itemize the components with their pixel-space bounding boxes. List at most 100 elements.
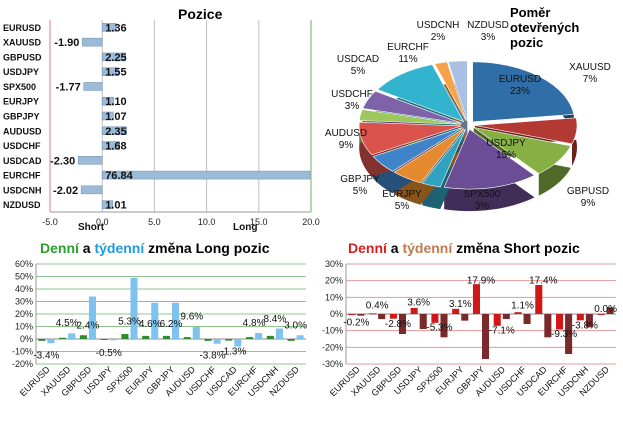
pie-slice xyxy=(434,61,467,122)
bar-weekly xyxy=(357,314,365,316)
bar xyxy=(101,170,311,180)
data-label: 4.6% xyxy=(139,319,162,330)
pie-slice xyxy=(377,64,465,123)
bar-daily xyxy=(556,314,564,330)
bar xyxy=(101,126,127,136)
bar-daily xyxy=(597,314,605,315)
bar-daily xyxy=(225,339,233,341)
data-label: -7.1% xyxy=(489,326,515,337)
x-tick-label: 0.0 xyxy=(96,217,109,227)
data-label: 4.5% xyxy=(56,318,79,329)
data-label: 0.4% xyxy=(366,301,389,312)
pie-category-label: SPX500 xyxy=(464,189,501,200)
pozice-chart: -5.0 0.0 5.0 10.0 15.0 20.0 EURUSD 1.36 XAUUSD -1… xyxy=(3,20,320,233)
pie-category-label: AUDUSD xyxy=(325,128,367,139)
category-label: EURUSD xyxy=(3,23,42,33)
category-label: SPX500 xyxy=(3,82,36,92)
bar-daily xyxy=(452,308,460,314)
pie-chart-panel: EURUSD 23% XAUUSD 7% GBPUSD 9% USDJPY 15% SPX500… xyxy=(320,0,623,232)
short-title-weekly: týdenní xyxy=(402,240,453,256)
bar-weekly xyxy=(213,339,221,344)
bar-weekly xyxy=(544,314,552,338)
data-label: 6.2% xyxy=(160,319,183,330)
bar-weekly xyxy=(88,296,96,339)
y-tick-label: 30% xyxy=(325,259,343,269)
long-change-chart: -20%-10%0%10%20%30%40%50%60%EURUSDXAUUSD… xyxy=(12,259,307,399)
long-side-label: Long xyxy=(233,222,257,232)
data-label: 9.6% xyxy=(180,312,203,323)
pie-category-label: USDCHF xyxy=(331,89,373,100)
bar-weekly xyxy=(398,314,406,334)
pie-title-line-3: pozic xyxy=(510,35,544,50)
pie-category-label: USDJPY xyxy=(486,138,526,149)
pie-category-label: GBPJPY xyxy=(340,174,380,185)
short-change-panel: Denní a týdenní změna Short pozic -30% -2… xyxy=(312,236,623,417)
bar xyxy=(77,156,103,165)
bar xyxy=(101,52,126,62)
pie-percent-label: 3% xyxy=(481,32,496,43)
long-title-weekly: týdenní xyxy=(94,240,145,256)
data-label: 3.6% xyxy=(407,297,430,308)
bar-daily xyxy=(472,284,480,314)
pie-percent-label: 2% xyxy=(431,32,446,43)
y-tick-label: -20% xyxy=(322,342,343,352)
pie-slice xyxy=(447,60,468,121)
data-label: -1.3% xyxy=(220,347,246,358)
short-change-title: Denní a týdenní změna Short pozic xyxy=(348,240,580,256)
bar-daily xyxy=(38,339,46,341)
short-side-label: Short xyxy=(78,222,105,232)
bar-daily xyxy=(121,334,129,339)
pie-slice-side xyxy=(394,128,465,205)
bar xyxy=(101,111,114,121)
bar-weekly xyxy=(109,339,117,341)
bar-daily xyxy=(266,335,274,339)
bar-daily xyxy=(100,339,108,340)
bar xyxy=(101,67,119,76)
pie-category-label: EURCHF xyxy=(387,42,429,53)
category-label: USDJPY xyxy=(3,67,39,77)
bar-daily xyxy=(246,337,254,339)
bar-daily xyxy=(204,339,212,341)
pie-category-label: USDCNH xyxy=(417,20,460,31)
bar-daily xyxy=(142,335,150,339)
pie-slice-side xyxy=(444,129,535,212)
bar-daily xyxy=(514,312,522,314)
data-label: 1.55 xyxy=(105,67,126,79)
y-tick-label: 20% xyxy=(325,276,343,286)
pie-title-line-1: Poměr xyxy=(510,5,551,20)
bar xyxy=(101,141,120,150)
pie-category-label: GBPUSD xyxy=(567,186,609,197)
bar xyxy=(82,37,103,47)
pie-category-label: USDCAD xyxy=(337,54,379,65)
pie-category-label: NZDUSD xyxy=(467,20,509,31)
data-label: -3.8% xyxy=(572,321,598,332)
pie-slice xyxy=(472,61,575,123)
category-label: EURCHF xyxy=(3,171,41,181)
pozice-chart-panel: Pozice -5.0 0.0 5.0 10.0 15.0 20.0 EURUSD 1.36 X… xyxy=(0,0,320,233)
bar-daily xyxy=(535,285,543,314)
long-change-title: Denní a týdenní změna Long pozic xyxy=(40,240,269,256)
data-label: -2.02 xyxy=(53,185,78,197)
bar-weekly xyxy=(151,302,159,339)
bar-weekly xyxy=(461,314,469,321)
y-tick-label: 40% xyxy=(15,284,33,294)
data-label: -2.8% xyxy=(385,319,411,330)
pie-percent-label: 3% xyxy=(475,201,490,212)
bar-daily xyxy=(576,314,584,321)
data-label: 1.10 xyxy=(105,96,126,108)
data-label: 5.3% xyxy=(118,317,141,328)
y-tick-label: -10% xyxy=(322,326,343,336)
bar-weekly xyxy=(68,333,76,339)
bar-daily xyxy=(287,339,295,341)
pie-slice xyxy=(393,128,465,184)
pie-slice xyxy=(421,128,466,188)
category-label: USDCAD xyxy=(3,156,42,166)
data-label: -3.8% xyxy=(199,350,225,361)
bar-daily xyxy=(493,314,501,326)
pie-slice xyxy=(474,117,578,145)
pie-category-label: EURUSD xyxy=(499,74,541,85)
long-title-and: a xyxy=(78,240,95,256)
long-title-daily: Denní xyxy=(40,240,79,256)
data-label: 3.1% xyxy=(449,299,472,310)
data-label: 8.4% xyxy=(263,314,286,325)
